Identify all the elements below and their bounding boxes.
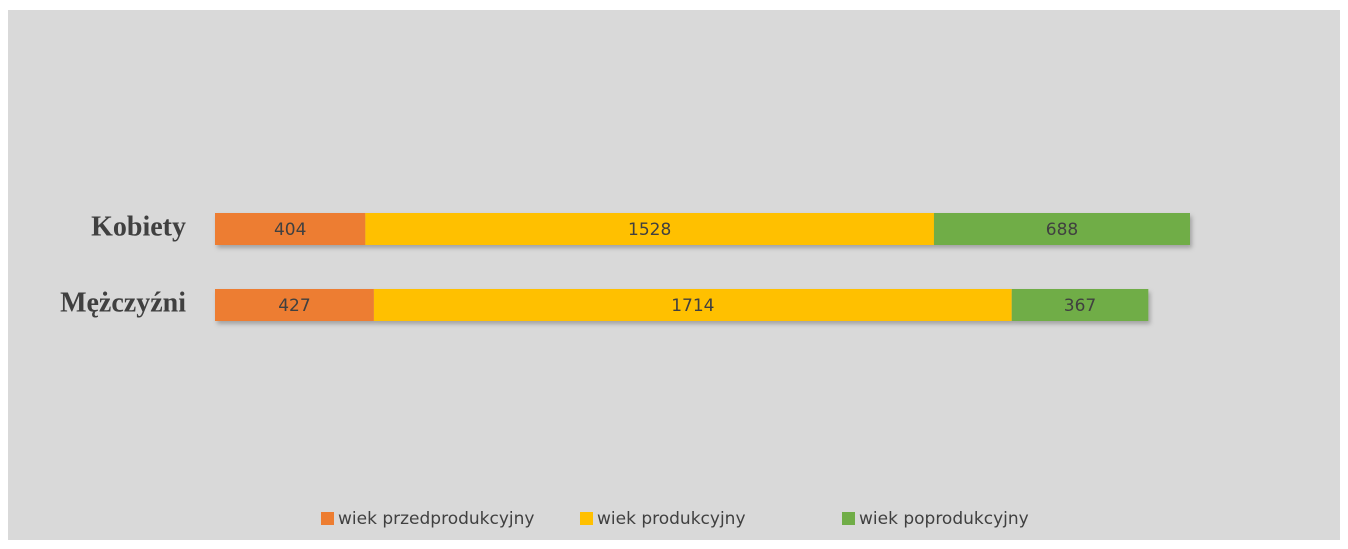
legend-swatch xyxy=(842,512,855,525)
bar-segment xyxy=(365,213,934,245)
chart-background xyxy=(8,10,1340,540)
legend-swatch xyxy=(321,512,334,525)
category-label: Mężczyźni xyxy=(60,287,186,318)
bar-stack xyxy=(215,289,1149,321)
bar-segment xyxy=(215,213,366,245)
data-label: 1714 xyxy=(671,296,714,316)
category-label: Kobiety xyxy=(91,211,186,242)
legend-swatch xyxy=(580,512,593,525)
data-label: 1528 xyxy=(628,220,671,240)
legend-label: wiek poprodukcyjny xyxy=(859,509,1029,529)
bar-segment xyxy=(215,289,374,321)
legend-label: wiek przedprodukcyjny xyxy=(338,509,534,529)
data-label: 688 xyxy=(1046,220,1078,240)
bar-stack xyxy=(215,213,1190,245)
data-label: 367 xyxy=(1064,296,1096,316)
bar-segment xyxy=(1011,289,1149,321)
data-label: 427 xyxy=(278,296,310,316)
data-label: 404 xyxy=(274,220,306,240)
bar-segment xyxy=(933,213,1190,245)
legend-label: wiek produkcyjny xyxy=(597,509,746,529)
bar-segment xyxy=(373,289,1012,321)
